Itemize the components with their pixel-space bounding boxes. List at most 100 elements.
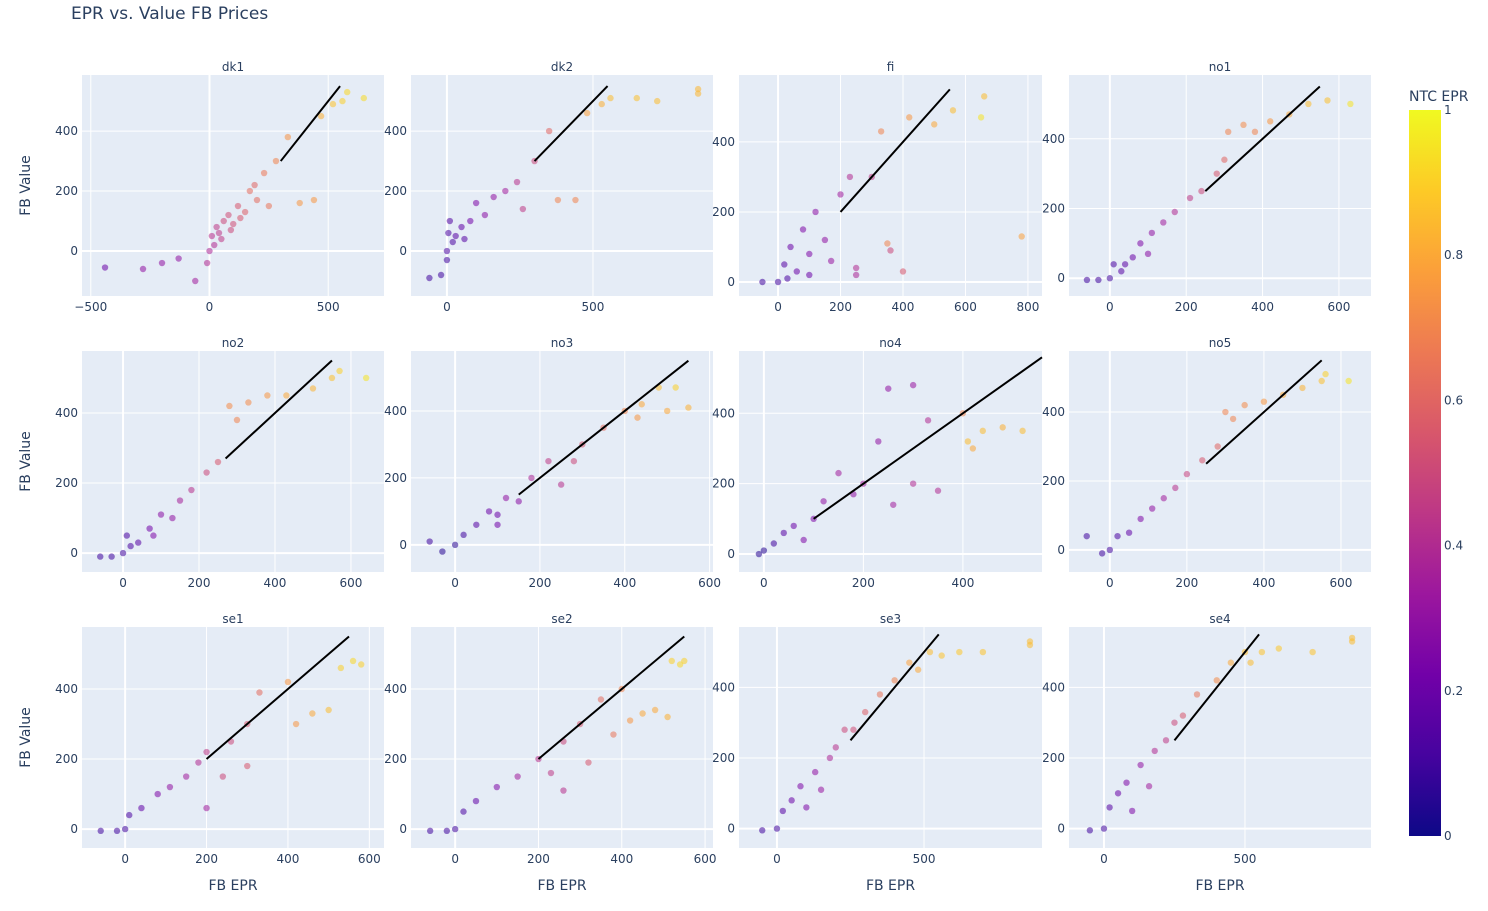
data-point [219,773,227,780]
data-point [821,236,829,244]
x-tick-label: 200 [188,576,211,590]
data-point [329,100,337,108]
data-point [663,407,671,415]
data-point [799,226,807,233]
data-point [572,196,579,204]
data-point [514,773,521,780]
data-point [460,808,467,815]
data-point [325,706,332,714]
data-point [598,100,605,108]
reference-line [849,633,940,741]
x-tick-label: 0 [206,300,214,314]
data-point [234,202,242,210]
data-point [1324,97,1331,104]
data-point [1199,457,1206,464]
data-point [490,193,497,201]
colorbar-tick-label: 0.4 [1444,539,1463,553]
data-point [694,85,702,93]
data-point [493,783,501,791]
subplot-no1: 0 200 400 600 0 200 400 no1 [1042,60,1371,314]
data-point [938,652,945,659]
data-point [1151,747,1158,755]
data-point [1213,677,1220,684]
data-point [931,121,938,128]
data-point [519,205,527,213]
y-tick-label: 400 [384,682,407,696]
data-point [1106,275,1114,282]
data-point [182,773,190,780]
data-point [780,529,787,537]
data-point [443,256,451,264]
data-point [547,769,555,777]
subplot-fi: 0 200 400 600 800 0 200 400 fi [712,60,1042,314]
subplot-title: no2 [222,336,245,350]
data-point [472,797,480,805]
data-point [1198,187,1205,195]
data-point [787,243,794,251]
data-point [875,438,882,445]
data-point [1123,779,1130,786]
data-point [123,532,131,539]
subplot-title: dk1 [222,60,244,74]
y-tick-label: 200 [1042,751,1065,765]
y-tick-label: 0 [399,822,407,836]
data-point [1128,807,1136,815]
data-point [1275,645,1282,652]
data-point [1137,515,1144,523]
data-point [127,542,134,550]
data-point [788,797,795,804]
data-point [651,706,659,714]
data-point [121,825,129,833]
y-tick-label: 200 [712,205,735,219]
subplot-no2: 0 200 400 600 0 200 400 no2 FB Value [18,336,384,590]
data-point [458,223,465,231]
data-point [781,261,788,268]
data-point [452,232,459,240]
data-point [812,208,819,216]
data-point [793,268,800,275]
data-point [166,783,174,791]
data-point [639,710,646,717]
data-point [1171,719,1178,726]
subplot-se2: 0 200 400 600 0 200 400 se2 FB EPR [384,612,716,894]
y-tick-label: 0 [399,244,407,258]
x-tick-label: 600 [954,300,977,314]
y-tick-label: 400 [384,404,407,418]
data-point [245,399,252,406]
data-point [797,783,804,790]
x-tick-label: 200 [829,300,852,314]
data-point [472,199,480,207]
subplot-se3: 0 500 0 200 400 se3 FB EPR [712,612,1042,894]
data-point [251,181,258,189]
data-point [309,710,316,717]
data-point [846,173,854,181]
y-tick-label: 200 [712,477,735,491]
data-point [956,648,963,656]
colorbar-title: NTC EPR [1409,89,1469,105]
data-point [272,157,280,165]
data-point [1240,121,1247,129]
data-point [1299,384,1306,392]
data-point [999,424,1006,431]
y-axis-title: FB Value [18,155,34,216]
x-tick-label: 800 [1016,300,1039,314]
x-tick-label: 200 [1175,576,1198,590]
data-point [909,480,917,487]
data-point [426,274,433,282]
data-point [760,547,768,554]
y-tick-label: 0 [70,244,78,258]
data-point [1083,532,1090,540]
plot-background [739,351,1042,572]
x-tick-label: 200 [852,576,875,590]
data-point [610,731,617,738]
data-point [899,268,907,275]
x-tick-label: 600 [1327,300,1350,314]
data-point [349,657,357,665]
data-point [150,532,157,539]
data-point [545,457,552,465]
data-point [460,531,467,539]
data-point [1227,659,1235,666]
y-tick-label: 0 [70,822,78,836]
plot-background [739,627,1042,848]
